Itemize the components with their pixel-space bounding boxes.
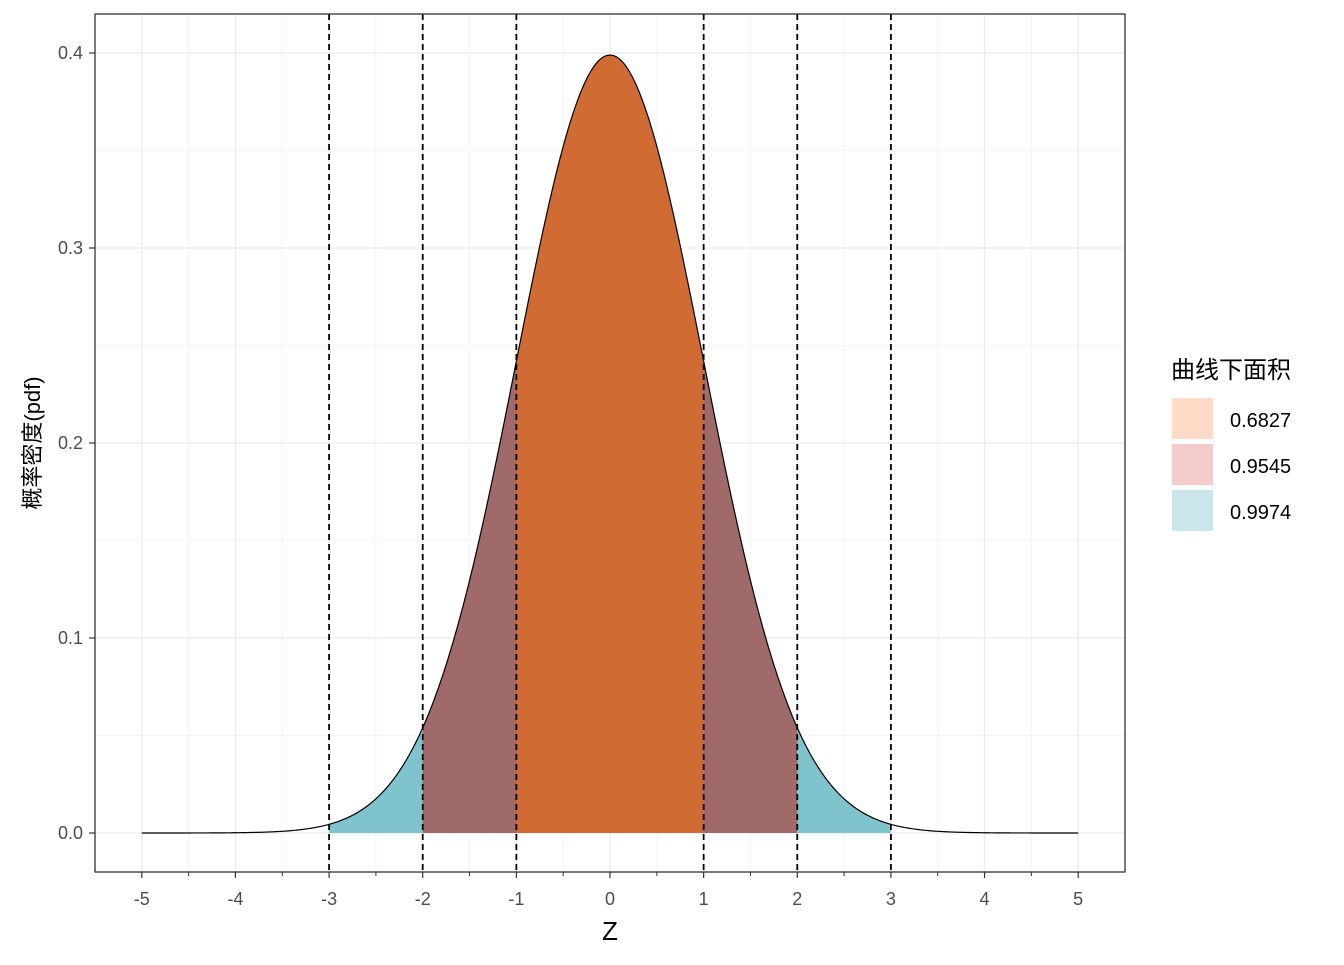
legend-items: 0.6827 0.9545 0.9974 <box>1172 398 1291 531</box>
x-tick-label: 5 <box>1073 889 1083 909</box>
y-tick-label: 0.3 <box>58 238 83 258</box>
x-tick-label: 4 <box>980 889 990 909</box>
legend-title: 曲线下面积 <box>1171 357 1291 384</box>
x-tick-label: 3 <box>886 889 896 909</box>
legend-key-0.9545 <box>1172 444 1213 485</box>
x-tick-label: 0 <box>605 889 615 909</box>
y-tick-label: 0.0 <box>58 823 83 843</box>
x-tick-label: -3 <box>321 889 337 909</box>
density-curve <box>141 54 1079 834</box>
x-tick-label: -1 <box>508 889 524 909</box>
curve-line <box>141 54 1079 834</box>
axes: -5 -4 -3 -2 -1 0 1 2 3 4 5 0.0 0.1 0.2 0.3 0.4 <box>58 43 1083 909</box>
x-tick-label: -4 <box>227 889 243 909</box>
legend-key-0.9974 <box>1172 490 1213 531</box>
x-tick-label: 1 <box>699 889 709 909</box>
x-tick-label: -5 <box>134 889 150 909</box>
shaded-areas <box>329 55 891 834</box>
y-tick-label: 0.4 <box>58 43 83 63</box>
x-axis-title: Z <box>602 916 618 946</box>
y-tick-label: 0.1 <box>58 628 83 648</box>
x-tick-label: 2 <box>792 889 802 909</box>
legend-label: 0.9974 <box>1230 502 1291 524</box>
x-tick-label: -2 <box>415 889 431 909</box>
y-tick-label: 0.2 <box>58 433 83 453</box>
legend-key-0.6827 <box>1172 398 1213 439</box>
legend-label: 0.6827 <box>1230 410 1291 432</box>
y-axis-title: 概率密度(pdf) <box>20 376 45 509</box>
reference-lines <box>328 14 892 872</box>
area-0.6827 <box>516 55 704 834</box>
legend-label: 0.9545 <box>1230 456 1291 478</box>
legend: 曲线下面积 0.6827 0.9545 0.9974 <box>1171 357 1291 531</box>
